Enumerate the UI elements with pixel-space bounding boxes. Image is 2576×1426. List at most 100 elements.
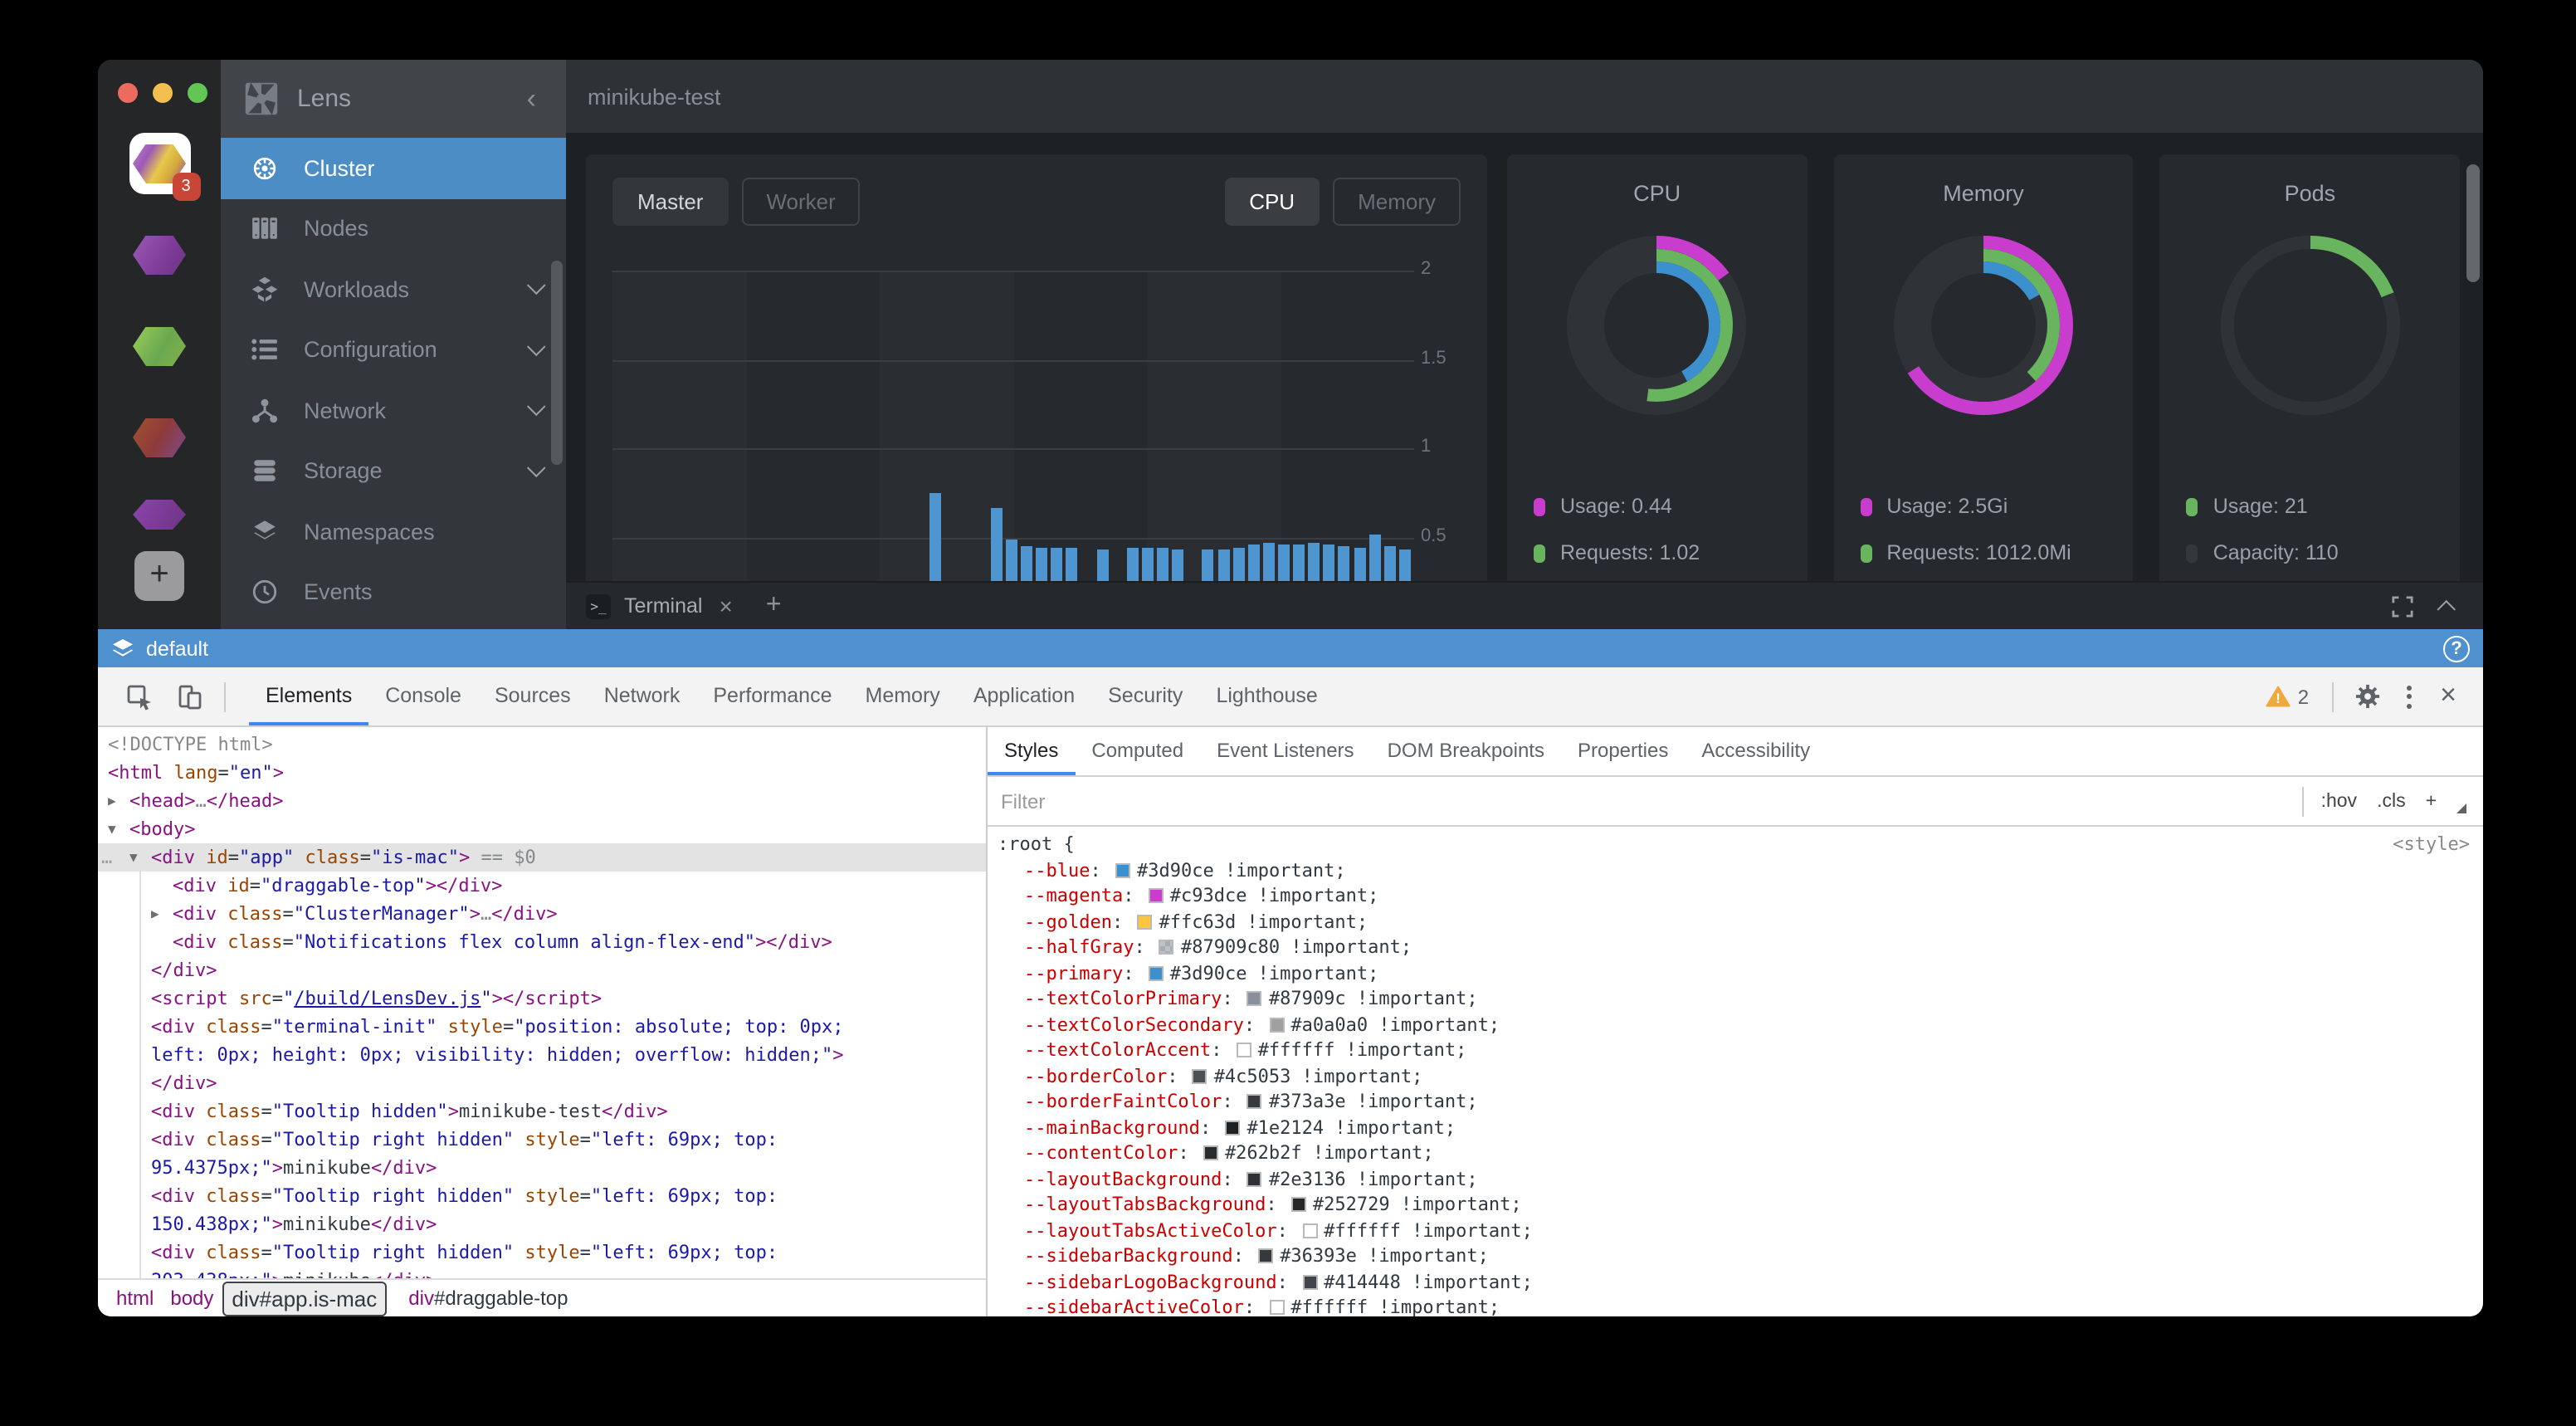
device-toolbar-icon[interactable] bbox=[164, 667, 214, 725]
cluster-dock-item[interactable]: 3 bbox=[129, 133, 200, 201]
tab-application[interactable]: Application bbox=[973, 683, 1076, 706]
help-button[interactable]: ? bbox=[2443, 635, 2470, 662]
styles-filter-input[interactable] bbox=[988, 789, 2303, 813]
metric-tab-cpu[interactable]: CPU bbox=[1224, 178, 1320, 226]
dom-node-line[interactable]: <div class="Tooltip right hidden" style=… bbox=[98, 1126, 986, 1154]
style-source-link[interactable]: <style> bbox=[2393, 833, 2470, 855]
css-property[interactable]: --blue: #3d90ce !important; bbox=[988, 857, 2483, 883]
css-property[interactable]: --layoutTabsActiveColor: #ffffff !import… bbox=[988, 1218, 2483, 1243]
dom-node-line[interactable]: … ▼ <div id="app" class="is-mac"> == $0 bbox=[98, 843, 986, 872]
dom-node-line[interactable]: <div id="draggable-top"></div> bbox=[98, 872, 986, 900]
css-property[interactable]: --primary: #3d90ce !important; bbox=[988, 960, 2483, 986]
sidebar-item-namespaces[interactable]: Namespaces bbox=[221, 501, 566, 562]
close-window-button[interactable] bbox=[118, 83, 138, 103]
dom-node-line[interactable]: <html lang="en"> bbox=[98, 759, 986, 787]
color-swatch[interactable] bbox=[1115, 862, 1130, 877]
css-property[interactable]: --golden: #ffc63d !important; bbox=[988, 909, 2483, 935]
css-property[interactable]: --sidebarLogoBackground: #414448 !import… bbox=[988, 1269, 2483, 1295]
devtools-close-icon[interactable]: × bbox=[2440, 678, 2456, 710]
dom-node-line[interactable]: ▶ <head>…</head> bbox=[98, 787, 986, 815]
devtools-menu-icon[interactable] bbox=[2392, 685, 2427, 708]
tab-performance[interactable]: Performance bbox=[713, 683, 832, 706]
css-property[interactable]: --borderColor: #4c5053 !important; bbox=[988, 1063, 2483, 1089]
dom-node-line[interactable]: 95.4375px;">minikube</div> bbox=[98, 1154, 986, 1182]
expand-arrow-open-icon[interactable]: ▼ bbox=[108, 822, 116, 837]
expand-arrow-open-icon[interactable]: ▼ bbox=[129, 850, 138, 865]
sidebar-item-cluster[interactable]: Cluster bbox=[221, 138, 566, 198]
expand-arrow-closed-icon[interactable]: ▶ bbox=[151, 906, 159, 921]
dom-node-line[interactable]: <div class="Tooltip hidden">minikube-tes… bbox=[98, 1097, 986, 1126]
tab-elements[interactable]: Elements bbox=[249, 667, 369, 725]
tab-network[interactable]: Network bbox=[603, 683, 681, 706]
dom-node-line[interactable]: </div> bbox=[98, 956, 986, 984]
css-selector[interactable]: :root { bbox=[998, 833, 1075, 855]
dom-node-line[interactable]: <div class="terminal-init" style="positi… bbox=[98, 1013, 986, 1041]
css-property[interactable]: --borderFaintColor: #373a3e !important; bbox=[988, 1089, 2483, 1115]
cluster-dock-item[interactable] bbox=[129, 315, 190, 377]
breadcrumb-item[interactable]: html bbox=[108, 1283, 162, 1313]
sidebar-item-workloads[interactable]: Workloads bbox=[221, 259, 566, 320]
zoom-window-button[interactable] bbox=[188, 83, 207, 103]
breadcrumb-item[interactable]: div#draggable-top bbox=[400, 1283, 576, 1313]
content-scrollbar[interactable] bbox=[2466, 164, 2480, 282]
dom-node-line[interactable]: <div class="Tooltip right hidden" style=… bbox=[98, 1182, 986, 1210]
cluster-dock-item[interactable] bbox=[129, 224, 190, 286]
css-property[interactable]: --textColorSecondary: #a0a0a0 !important… bbox=[988, 1012, 2483, 1038]
styles-tab-properties[interactable]: Properties bbox=[1577, 738, 1669, 761]
terminal-tab[interactable]: Terminal bbox=[624, 594, 703, 618]
color-swatch[interactable] bbox=[1148, 965, 1164, 980]
node-type-tab-master[interactable]: Master bbox=[612, 178, 729, 226]
dom-node-line[interactable]: <div class="Notifications flex column al… bbox=[98, 928, 986, 956]
dom-node-line[interactable]: <div class="Tooltip right hidden" style=… bbox=[98, 1238, 986, 1267]
new-style-rule-button[interactable]: + bbox=[2425, 791, 2437, 811]
dom-node-line[interactable]: </div> bbox=[98, 1069, 986, 1097]
sidebar-item-storage[interactable]: Storage bbox=[221, 441, 566, 501]
namespace-selector[interactable]: default bbox=[146, 637, 209, 660]
css-property[interactable]: --layoutTabsBackground: #252729 !importa… bbox=[988, 1192, 2483, 1218]
color-swatch[interactable] bbox=[1148, 888, 1164, 903]
sidebar-item-network[interactable]: Network bbox=[221, 380, 566, 441]
dom-node-line[interactable]: <!DOCTYPE html> bbox=[98, 730, 986, 759]
css-property[interactable]: --layoutBackground: #2e3136 !important; bbox=[988, 1166, 2483, 1192]
color-swatch[interactable] bbox=[1247, 1171, 1262, 1186]
color-swatch[interactable] bbox=[1192, 1068, 1208, 1083]
css-property[interactable]: --textColorAccent: #ffffff !important; bbox=[988, 1038, 2483, 1063]
tab-console[interactable]: Console bbox=[385, 683, 461, 706]
sidebar-item-nodes[interactable]: Nodes bbox=[221, 198, 566, 259]
styles-tab-event-listeners[interactable]: Event Listeners bbox=[1217, 738, 1354, 761]
color-swatch[interactable] bbox=[1159, 940, 1174, 955]
dom-node-line[interactable]: <script src="/build/LensDev.js"></script… bbox=[98, 984, 986, 1013]
styles-tab-styles[interactable]: Styles bbox=[988, 727, 1076, 775]
styles-tab-dom-breakpoints[interactable]: DOM Breakpoints bbox=[1387, 738, 1544, 761]
cluster-dock-item[interactable] bbox=[129, 407, 190, 468]
breadcrumb-item[interactable]: div#app.is-mac bbox=[222, 1281, 388, 1316]
sidebar-item-configuration[interactable]: Configuration bbox=[221, 320, 566, 380]
color-swatch[interactable] bbox=[1269, 1017, 1285, 1032]
dom-node-line[interactable]: ▼ <body> bbox=[98, 815, 986, 843]
tab-security[interactable]: Security bbox=[1108, 683, 1183, 706]
css-property[interactable]: --magenta: #c93dce !important; bbox=[988, 883, 2483, 909]
css-property[interactable]: --mainBackground: #1e2124 !important; bbox=[988, 1115, 2483, 1140]
tab-sources[interactable]: Sources bbox=[494, 683, 571, 706]
sidebar-scrollbar[interactable] bbox=[551, 261, 563, 465]
color-swatch[interactable] bbox=[1290, 1197, 1306, 1212]
color-swatch[interactable] bbox=[1302, 1274, 1318, 1289]
color-swatch[interactable] bbox=[1258, 1248, 1274, 1263]
color-swatch[interactable] bbox=[1269, 1300, 1285, 1315]
node-type-tab-worker[interactable]: Worker bbox=[741, 178, 861, 226]
color-swatch[interactable] bbox=[1236, 1043, 1251, 1057]
cluster-dock-item[interactable] bbox=[129, 498, 190, 531]
add-cluster-button[interactable]: + bbox=[134, 551, 184, 601]
tab-memory[interactable]: Memory bbox=[865, 683, 940, 706]
color-swatch[interactable] bbox=[1247, 991, 1262, 1006]
css-property[interactable]: --textColorPrimary: #87909c !important; bbox=[988, 986, 2483, 1012]
sidebar-collapse-button[interactable]: ‹ bbox=[526, 82, 536, 114]
minimize-window-button[interactable] bbox=[153, 83, 173, 103]
color-swatch[interactable] bbox=[1302, 1223, 1318, 1238]
dom-node-line[interactable]: left: 0px; height: 0px; visibility: hidd… bbox=[98, 1041, 986, 1069]
terminal-close-button[interactable]: × bbox=[719, 593, 733, 619]
color-swatch[interactable] bbox=[1247, 1094, 1262, 1109]
metric-tab-memory[interactable]: Memory bbox=[1333, 178, 1461, 226]
settings-gear-icon[interactable] bbox=[2344, 667, 2392, 725]
inspect-element-icon[interactable] bbox=[115, 667, 164, 725]
